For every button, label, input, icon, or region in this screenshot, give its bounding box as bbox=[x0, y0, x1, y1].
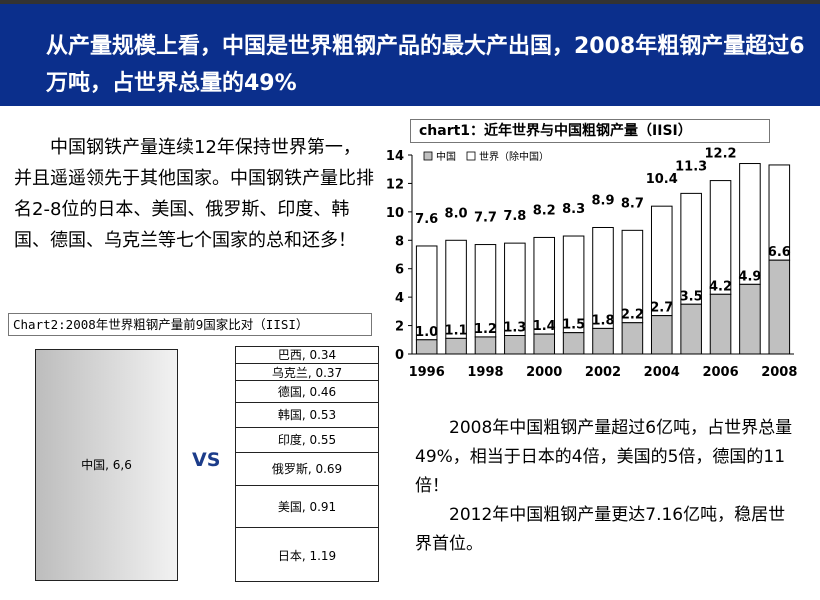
bar-china bbox=[621, 322, 644, 355]
title-banner: 从产量规模上看，中国是世界粗钢产品的最大产出国，2008年粗钢产量超过6万吨，占… bbox=[0, 4, 820, 106]
y-tick-label: 2 bbox=[395, 320, 404, 335]
bar-china bbox=[415, 339, 438, 355]
y-tick-label: 8 bbox=[395, 234, 404, 249]
china-value-label: 4.9 bbox=[738, 269, 761, 284]
china-output-block: 中国, 6,6 bbox=[35, 349, 178, 581]
bar-world bbox=[709, 180, 732, 295]
total-value-label: 7.7 bbox=[474, 211, 497, 226]
bar-world bbox=[650, 205, 673, 317]
bar-china bbox=[562, 332, 585, 355]
china-value-label: 1.8 bbox=[591, 313, 614, 328]
total-value-label: 10.4 bbox=[646, 172, 678, 187]
y-tick-label: 14 bbox=[386, 149, 404, 164]
y-tick-label: 10 bbox=[386, 206, 404, 221]
total-value-label: 8.2 bbox=[533, 203, 556, 218]
x-tick-label: 2004 bbox=[644, 365, 680, 380]
bar-china bbox=[650, 315, 673, 355]
bar-china bbox=[474, 336, 497, 355]
bar-china bbox=[709, 293, 732, 355]
x-tick-label: 1996 bbox=[409, 365, 445, 380]
x-tick-label: 1998 bbox=[467, 365, 503, 380]
china-value-label: 2.7 bbox=[650, 301, 673, 316]
country-segment: 巴西, 0.34 bbox=[277, 348, 337, 363]
x-tick-label: 2000 bbox=[526, 365, 562, 380]
top-border-line bbox=[0, 0, 820, 4]
china-value-label: 1.0 bbox=[415, 325, 438, 340]
china-value-label: 3.5 bbox=[680, 289, 703, 304]
chart1-title: chart1：近年世界与中国粗钢产量（IISI） bbox=[410, 119, 770, 143]
china-value-label: 4.2 bbox=[709, 279, 732, 294]
total-value-label: 7.6 bbox=[415, 212, 438, 227]
country-segment: 乌克兰, 0.37 bbox=[236, 362, 378, 380]
legend-label-world: 世界（除中国） bbox=[479, 150, 549, 163]
y-tick-label: 4 bbox=[395, 291, 404, 306]
china-value-label: 1.4 bbox=[533, 319, 556, 334]
total-value-label: 8.9 bbox=[591, 193, 614, 208]
other-countries-stack: 巴西, 0.34 乌克兰, 0.37 德国, 0.46 韩国, 0.53 印度, 0.5… bbox=[235, 346, 379, 582]
country-segment: 美国, 0.91 bbox=[236, 484, 378, 528]
bar-china bbox=[533, 333, 556, 355]
china-value-label: 1.3 bbox=[503, 321, 526, 336]
total-value-label: 13.3 bbox=[763, 145, 795, 146]
chart2-title: Chart2:2008年世界粗钢产量前9国家比对（IISI） bbox=[8, 313, 372, 336]
y-tick-label: 0 bbox=[395, 348, 404, 363]
bar-china bbox=[680, 303, 702, 355]
total-value-label: 7.8 bbox=[503, 209, 526, 224]
bar-china bbox=[739, 283, 761, 355]
legend-swatch-world bbox=[466, 151, 476, 161]
total-value-label: 8.3 bbox=[562, 202, 585, 217]
conclusion-paragraph-2: 2012年中国粗钢产量更达7.16亿吨，稳居世界首位。 bbox=[415, 505, 786, 554]
legend-label-china: 中国 bbox=[436, 150, 456, 163]
bar-china bbox=[445, 337, 467, 355]
china-output-label: 中国, 6,6 bbox=[81, 458, 132, 472]
bar-world bbox=[680, 192, 702, 305]
y-tick-label: 6 bbox=[395, 263, 404, 278]
intro-paragraph: 中国钢铁产量连续12年保持世界第一，并且遥遥领先于其他国家。中国钢铁产量比排名2… bbox=[14, 132, 374, 256]
x-tick-label: 2002 bbox=[585, 365, 621, 380]
country-segment: 俄罗斯, 0.69 bbox=[236, 452, 378, 484]
china-value-label: 1.1 bbox=[445, 323, 468, 338]
conclusion-text: 2008年中国粗钢产量超过6亿吨，占世界总量49%，相当于日本的4倍，美国的5倍… bbox=[415, 414, 800, 559]
total-value-label: 8.7 bbox=[621, 196, 644, 211]
country-segment: 印度, 0.55 bbox=[236, 426, 378, 453]
conclusion-paragraph-1: 2008年中国粗钢产量超过6亿吨，占世界总量49%，相当于日本的4倍，美国的5倍… bbox=[415, 418, 793, 496]
vs-label: VS bbox=[192, 449, 221, 471]
china-value-label: 1.2 bbox=[474, 322, 497, 337]
country-segment: 德国, 0.46 bbox=[236, 380, 378, 402]
y-tick-label: 12 bbox=[386, 177, 404, 192]
bar-china bbox=[504, 335, 526, 355]
bar-world bbox=[739, 163, 761, 285]
bar-china bbox=[768, 259, 791, 355]
legend-swatch-china bbox=[423, 151, 433, 161]
total-value-label: 11.3 bbox=[675, 159, 707, 174]
x-tick-label: 2006 bbox=[702, 365, 738, 380]
chart1-steel-output-bar-chart: 0 2 4 6 8 10 12 14 1.0 7.6 1996 1.1 8.0 1.2 7.7 1998 1.3… bbox=[386, 145, 797, 380]
country-segment: 韩国, 0.53 bbox=[236, 401, 378, 427]
total-value-label: 12.2 bbox=[704, 147, 736, 162]
china-value-label: 6.6 bbox=[768, 245, 791, 260]
x-tick-label: 2008 bbox=[761, 365, 797, 380]
country-segment: 日本, 1.19 bbox=[236, 527, 378, 583]
bar-china bbox=[592, 327, 614, 355]
intro-text: 中国钢铁产量连续12年保持世界第一，并且遥遥领先于其他国家。中国钢铁产量比排名2… bbox=[14, 137, 374, 251]
slide-title: 从产量规模上看，中国是世界粗钢产品的最大产出国，2008年粗钢产量超过6万吨，占… bbox=[46, 34, 805, 96]
china-value-label: 1.5 bbox=[562, 318, 585, 333]
china-value-label: 2.2 bbox=[621, 308, 644, 323]
total-value-label: 8.0 bbox=[445, 206, 468, 221]
